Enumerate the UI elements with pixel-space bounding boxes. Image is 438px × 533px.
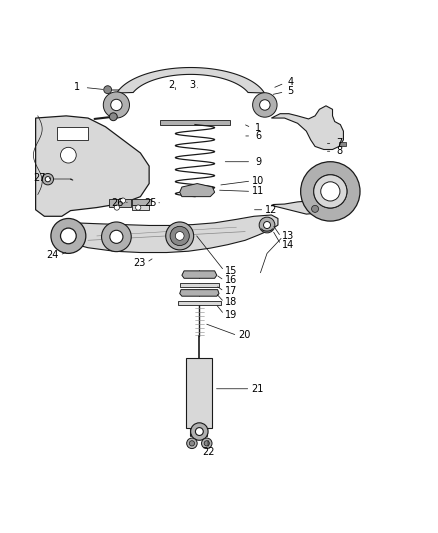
Circle shape: [175, 231, 184, 240]
Polygon shape: [109, 199, 131, 207]
Text: 5: 5: [287, 85, 293, 95]
Text: 2: 2: [168, 80, 174, 90]
Text: 9: 9: [255, 157, 261, 167]
Polygon shape: [68, 215, 278, 253]
Text: 10: 10: [252, 176, 265, 186]
Polygon shape: [339, 142, 346, 147]
Circle shape: [253, 93, 277, 117]
Circle shape: [166, 222, 194, 250]
Text: 26: 26: [112, 198, 124, 208]
Polygon shape: [132, 205, 149, 210]
Circle shape: [187, 438, 197, 449]
Circle shape: [173, 230, 186, 242]
Text: 11: 11: [252, 187, 265, 196]
Text: 25: 25: [144, 198, 156, 208]
Circle shape: [136, 205, 141, 210]
Polygon shape: [180, 289, 219, 296]
Circle shape: [60, 147, 76, 163]
Circle shape: [321, 182, 340, 201]
Polygon shape: [272, 171, 354, 214]
Polygon shape: [160, 120, 230, 125]
Text: 17: 17: [225, 286, 237, 296]
Circle shape: [264, 222, 271, 229]
Circle shape: [189, 441, 194, 446]
Polygon shape: [132, 199, 151, 205]
Text: 1: 1: [74, 83, 80, 93]
Circle shape: [110, 113, 117, 120]
Polygon shape: [186, 358, 212, 428]
Text: 23: 23: [133, 257, 146, 268]
Circle shape: [51, 219, 86, 253]
Circle shape: [191, 423, 208, 440]
Circle shape: [110, 230, 123, 244]
Text: 13: 13: [282, 231, 294, 241]
Text: 22: 22: [202, 447, 214, 457]
Circle shape: [111, 99, 122, 111]
Circle shape: [195, 427, 203, 435]
Text: 7: 7: [336, 139, 342, 148]
Text: 18: 18: [225, 297, 237, 308]
Polygon shape: [180, 183, 215, 197]
Circle shape: [170, 227, 189, 246]
Text: 24: 24: [46, 250, 58, 260]
Text: 19: 19: [225, 310, 237, 319]
Polygon shape: [177, 301, 221, 305]
Polygon shape: [57, 127, 88, 140]
Circle shape: [204, 441, 209, 446]
Polygon shape: [180, 283, 219, 287]
Circle shape: [300, 161, 360, 221]
Text: 1: 1: [255, 123, 261, 133]
Text: 21: 21: [251, 384, 264, 394]
Circle shape: [201, 438, 212, 449]
Text: 27: 27: [34, 173, 46, 183]
Text: 14: 14: [282, 240, 294, 249]
Circle shape: [102, 222, 131, 252]
Circle shape: [104, 86, 112, 94]
Text: 16: 16: [225, 276, 237, 286]
Circle shape: [103, 92, 130, 118]
Circle shape: [259, 217, 275, 233]
Circle shape: [314, 175, 347, 208]
Polygon shape: [117, 68, 265, 93]
Circle shape: [311, 205, 318, 212]
Circle shape: [260, 100, 270, 110]
Text: 8: 8: [336, 146, 342, 156]
Text: 20: 20: [238, 330, 251, 341]
Text: 12: 12: [265, 205, 278, 215]
Polygon shape: [182, 271, 217, 278]
Text: 4: 4: [287, 77, 293, 87]
Text: 3: 3: [190, 80, 196, 90]
Circle shape: [42, 174, 53, 185]
Circle shape: [45, 176, 50, 182]
Polygon shape: [272, 106, 343, 149]
Circle shape: [114, 205, 120, 210]
Text: 15: 15: [225, 266, 237, 276]
Circle shape: [60, 228, 76, 244]
Text: 6: 6: [255, 131, 261, 141]
Circle shape: [314, 175, 347, 208]
Polygon shape: [35, 116, 149, 216]
Circle shape: [120, 198, 126, 203]
